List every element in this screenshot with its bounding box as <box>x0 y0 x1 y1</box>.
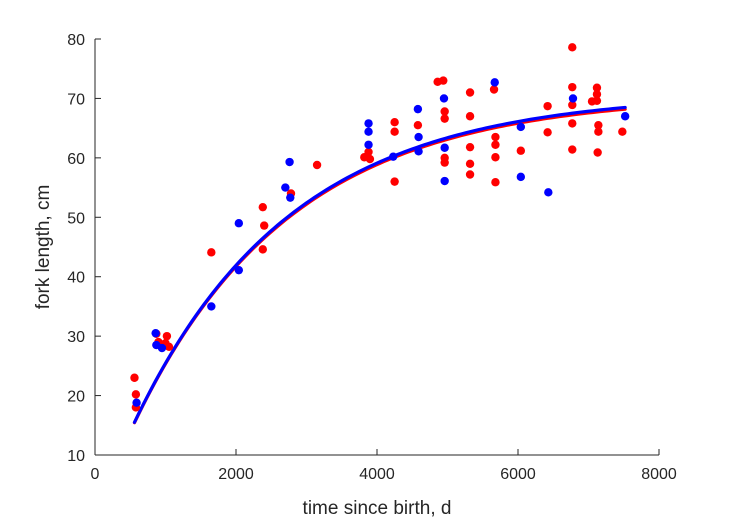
data-point <box>258 202 267 212</box>
data-point <box>440 114 449 123</box>
data-point <box>440 176 449 186</box>
data-point <box>413 120 423 130</box>
fitted-curves <box>132 105 627 425</box>
data-point <box>364 127 373 136</box>
data-point <box>516 172 526 182</box>
x-ticks: 0 2000 4000 6000 8000 <box>91 449 677 483</box>
x-tick-label: 6000 <box>500 466 536 483</box>
data-point <box>157 343 167 353</box>
y-tick-label: 80 <box>67 32 85 49</box>
data-point <box>465 88 475 97</box>
data-point <box>364 147 373 157</box>
data-point <box>130 373 139 382</box>
data-point <box>151 328 160 338</box>
data-point <box>568 82 577 92</box>
data-point <box>516 122 526 132</box>
axes: 0 2000 4000 6000 8000 10 20 30 40 50 60 70 80 <box>67 32 677 483</box>
data-point <box>132 398 141 407</box>
y-tick-label: 40 <box>67 270 85 287</box>
data-point <box>489 85 499 94</box>
data-point <box>618 127 627 136</box>
data-point <box>312 160 322 170</box>
data-point <box>465 159 475 168</box>
data-point <box>592 90 602 99</box>
data-point <box>543 101 552 111</box>
fitted-curve <box>132 105 627 424</box>
y-tick-label: 70 <box>67 91 85 108</box>
data-point <box>440 158 449 167</box>
data-point <box>593 148 602 157</box>
data-point <box>620 112 630 121</box>
data-point <box>592 83 602 92</box>
x-tick-label: 2000 <box>218 466 254 483</box>
data-point <box>594 127 603 136</box>
data-point <box>364 140 373 149</box>
data-point <box>592 96 602 106</box>
data-point <box>389 152 398 161</box>
data-point <box>131 390 141 399</box>
data-point <box>390 127 399 136</box>
x-axis-label: time since birth, d <box>303 498 452 519</box>
data-point <box>516 146 526 155</box>
data-point <box>465 170 475 179</box>
fitted-curve <box>132 107 627 425</box>
data-point <box>260 221 269 230</box>
data-point <box>414 147 423 156</box>
y-ticks: 10 20 30 40 50 60 70 80 <box>67 32 101 465</box>
data-point <box>491 132 500 142</box>
data-point <box>413 104 423 114</box>
data-point <box>207 302 216 311</box>
data-point <box>568 145 577 154</box>
data-point <box>234 265 244 275</box>
y-tick-label: 10 <box>67 448 85 465</box>
data-point <box>258 245 267 254</box>
data-point <box>491 153 500 162</box>
data-point <box>568 94 578 103</box>
data-point <box>390 118 399 127</box>
data-point <box>414 132 423 142</box>
y-axis-label: fork length, cm <box>33 185 54 310</box>
data-point <box>364 119 373 128</box>
data-point <box>440 107 449 116</box>
x-tick-label: 4000 <box>359 466 395 483</box>
data-point <box>465 112 475 121</box>
data-point <box>439 76 448 85</box>
y-tick-label: 30 <box>67 329 85 346</box>
data-point <box>440 143 449 152</box>
y-tick-label: 50 <box>67 210 85 227</box>
data-point <box>568 100 577 110</box>
data-point <box>390 177 399 186</box>
data-point <box>568 119 577 128</box>
data-points <box>130 43 630 412</box>
data-point <box>365 154 375 164</box>
x-tick-label: 8000 <box>641 466 677 483</box>
data-point <box>234 219 244 228</box>
x-tick-label: 0 <box>91 466 100 483</box>
y-tick-label: 60 <box>67 151 85 168</box>
data-point <box>162 331 172 341</box>
data-point <box>286 193 295 202</box>
data-point <box>281 183 290 192</box>
data-point <box>164 342 174 352</box>
data-point <box>490 78 499 87</box>
data-point <box>285 157 294 167</box>
data-point <box>207 248 216 257</box>
data-point <box>465 142 475 152</box>
data-point <box>439 94 449 103</box>
data-point <box>491 178 500 187</box>
data-point <box>568 43 577 52</box>
data-point <box>544 188 553 197</box>
data-point <box>543 128 552 137</box>
data-point <box>594 120 603 130</box>
y-tick-label: 20 <box>67 389 85 406</box>
data-point <box>491 140 500 149</box>
